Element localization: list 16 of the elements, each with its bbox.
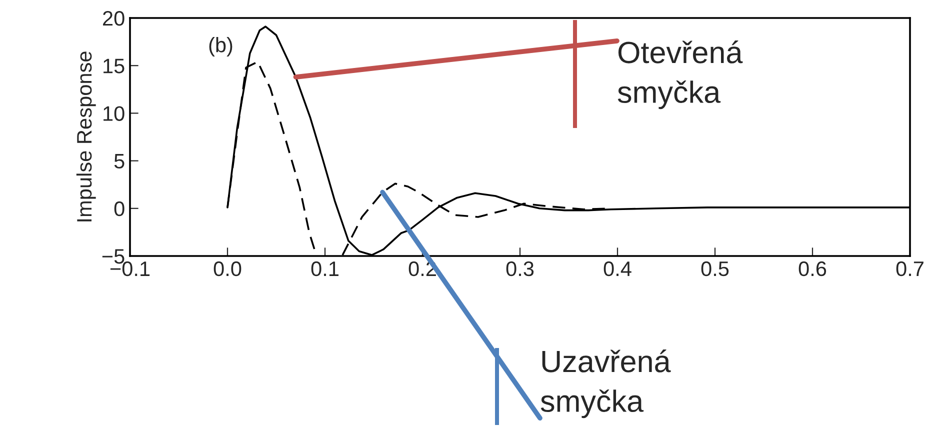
y-tick-label: 0 [114, 201, 124, 216]
annotation: (b) [209, 37, 232, 56]
y-tick-label: 20 [103, 11, 124, 26]
x-tick-label: 0.5 [701, 261, 729, 276]
x-tick-label: 0.6 [798, 261, 826, 276]
y-tick-label: 15 [104, 58, 124, 74]
x-tick-label: 0.0 [214, 261, 242, 276]
x-tick-label: 0.1 [311, 261, 338, 276]
y-tick-label: 5 [114, 154, 124, 169]
x-tick-label: 0.4 [604, 261, 632, 276]
x-tick-label: 0.3 [506, 261, 534, 276]
x-tick-label: 0.7 [896, 261, 924, 276]
y-tick-label: 10 [104, 106, 124, 121]
y-axis-title: Impulse Response [76, 52, 96, 222]
annotation: Otevřená smyčka [618, 40, 743, 110]
annotation: Uzavřená smyčka [540, 350, 671, 418]
